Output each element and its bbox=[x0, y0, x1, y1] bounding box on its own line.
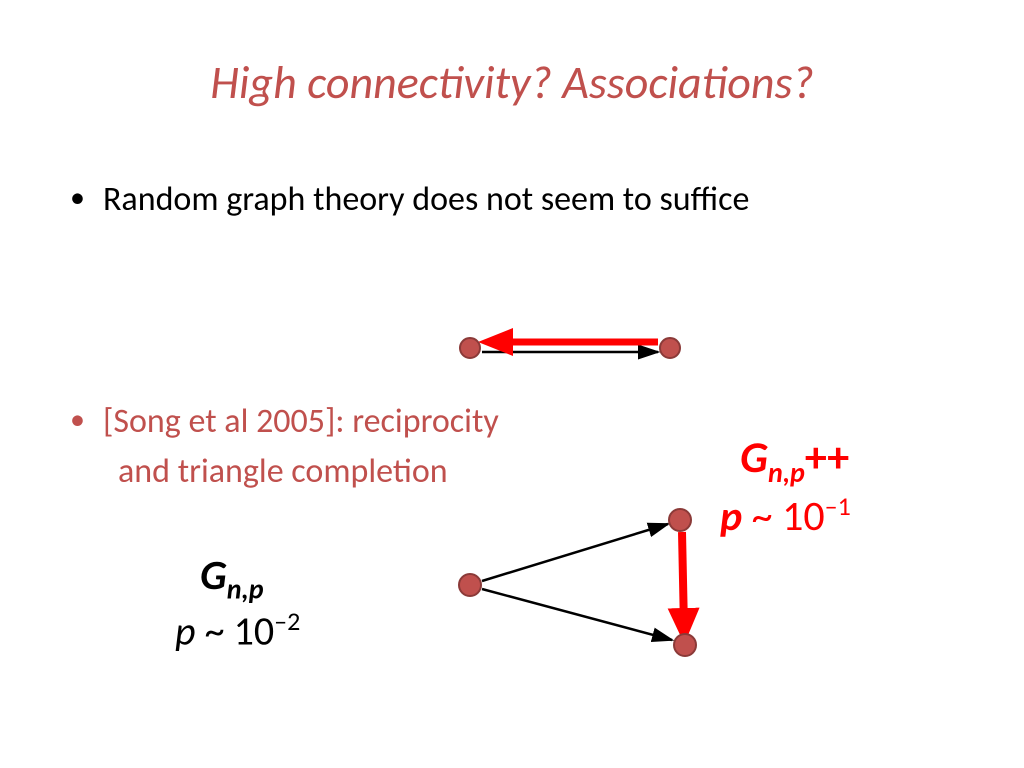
formula-gnp2: Gn,p++ bbox=[740, 430, 849, 490]
node-a bbox=[459, 574, 481, 596]
formula-p1-exp: –2 bbox=[274, 605, 300, 637]
diagram-reciprocity bbox=[450, 320, 710, 380]
formula-p1-tilde: ~ bbox=[196, 606, 234, 655]
bullet-2-text: [Song et al 2005]: reciprocity bbox=[103, 400, 499, 444]
node-left bbox=[460, 338, 480, 358]
bullet-1: • Random graph theory does not seem to s… bbox=[70, 178, 890, 222]
bullet-2-line2: and triangle completion bbox=[118, 450, 448, 494]
formula-p1: p ~ 10–2 bbox=[175, 605, 300, 655]
node-c bbox=[674, 634, 696, 656]
bullet-dot: • bbox=[70, 178, 85, 217]
slide-title: High connectivity? Associations? bbox=[0, 55, 1024, 111]
edge-top bbox=[482, 524, 668, 581]
formula-p1-base: 10 bbox=[234, 606, 275, 655]
bullet-2: • [Song et al 2005]: reciprocity bbox=[70, 400, 770, 444]
edge-completion bbox=[682, 532, 684, 628]
edge-bottom bbox=[482, 589, 672, 640]
diagram-triangle bbox=[440, 500, 740, 670]
formula-gnp: Gn,p bbox=[200, 550, 264, 606]
formula-gnp-G: G bbox=[200, 550, 227, 601]
bullet-dot: • bbox=[70, 400, 85, 439]
formula-p2-tilde: ~ bbox=[742, 491, 782, 542]
formula-gnp2-plus: ++ bbox=[805, 430, 849, 484]
node-b bbox=[669, 509, 691, 531]
formula-p1-p: p bbox=[175, 606, 196, 655]
formula-p2-exp: –1 bbox=[825, 490, 851, 522]
node-right bbox=[660, 338, 680, 358]
formula-gnp2-sub: n,p bbox=[768, 455, 805, 490]
formula-gnp2-G: G bbox=[740, 430, 768, 484]
bullet-1-text: Random graph theory does not seem to suf… bbox=[103, 178, 749, 222]
formula-p2-base: 10 bbox=[782, 491, 825, 542]
formula-gnp-sub: n,p bbox=[227, 571, 264, 606]
